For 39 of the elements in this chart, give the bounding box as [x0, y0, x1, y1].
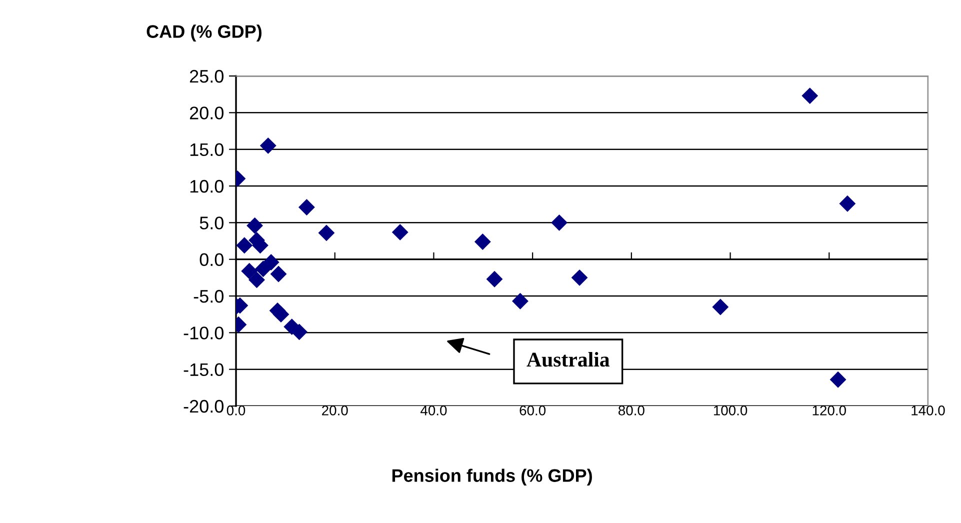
point: [248, 272, 265, 288]
point: [298, 199, 315, 216]
point: [270, 266, 287, 282]
y-tick-label: -15.0: [184, 363, 224, 376]
point: [830, 371, 846, 388]
point: [474, 234, 491, 250]
y-axis-title: CAD (% GDP): [146, 24, 262, 42]
x-tick-label: 100.0: [714, 406, 748, 416]
y-tick-label: -5.0: [194, 290, 224, 303]
y-tick-label: 25.0: [190, 70, 224, 83]
y-tick-label: 20.0: [190, 106, 224, 120]
x-tick-label: 120.0: [812, 406, 846, 416]
y-tick-label: 0.0: [200, 253, 224, 266]
point: [246, 217, 263, 234]
point: [291, 324, 308, 340]
point: [551, 214, 568, 231]
point: [262, 254, 280, 270]
point: [260, 137, 276, 154]
point: [802, 88, 818, 104]
y-tick-label: 10.0: [190, 180, 224, 193]
annotation: Australia: [526, 352, 610, 367]
y-tick-label: -10.0: [184, 326, 224, 340]
point: [839, 195, 856, 212]
point: [318, 224, 335, 242]
x-axis-title: Pension funds (% GDP): [392, 468, 592, 486]
y-tick-label: 5.0: [200, 216, 224, 230]
point: [486, 270, 503, 288]
point: [712, 298, 729, 316]
point: [241, 262, 258, 280]
x-tick-label: 140.0: [912, 406, 945, 416]
point: [272, 306, 290, 323]
x-tick-label: 60.0: [520, 406, 546, 416]
point: [571, 269, 588, 286]
point: [512, 292, 528, 310]
point: [392, 224, 408, 240]
y-tick-label: 15.0: [190, 143, 224, 156]
x-tick-label: 40.0: [420, 406, 447, 416]
y-tick-label: -20.0: [184, 400, 224, 413]
point: [236, 237, 253, 254]
